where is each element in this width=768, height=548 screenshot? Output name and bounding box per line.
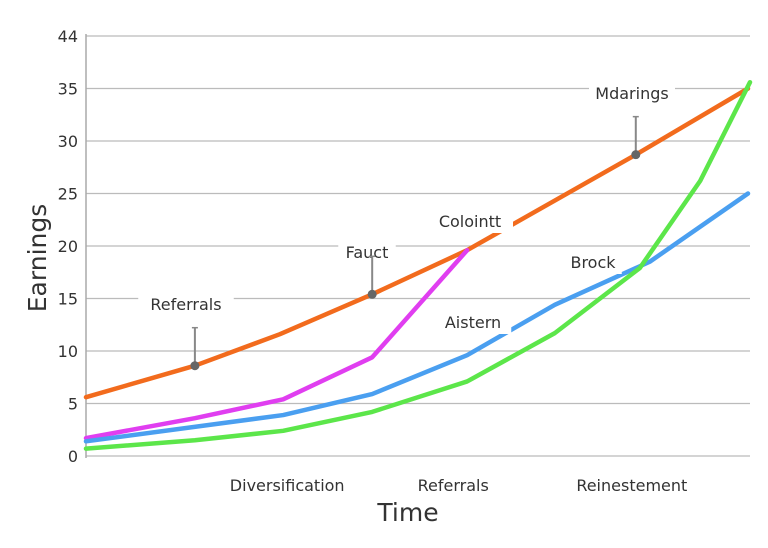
annotation-marker bbox=[190, 361, 200, 371]
annotation-label: Mdarings bbox=[595, 84, 668, 103]
y-tick-label: 15 bbox=[58, 290, 78, 309]
annotation-label: Brock bbox=[570, 253, 616, 272]
series-line-blue bbox=[83, 191, 751, 444]
series-group bbox=[83, 79, 753, 451]
annotation-bg bbox=[589, 83, 675, 105]
annotation-label: Colointt bbox=[439, 212, 501, 231]
annotation-marker bbox=[367, 289, 377, 299]
x-tick-label: Referrals bbox=[418, 476, 489, 495]
x-tick-label: Diversification bbox=[230, 476, 345, 495]
y-tick-label: 35 bbox=[58, 80, 78, 99]
y-tick-label: 10 bbox=[58, 342, 78, 361]
y-tick-label: 5 bbox=[68, 395, 78, 414]
x-ticks: Diversification Referrals Reinestement bbox=[230, 476, 687, 495]
y-tick-label: 20 bbox=[58, 237, 78, 256]
annotation-bg bbox=[338, 242, 396, 264]
series-line-magenta bbox=[83, 247, 470, 441]
y-ticks: 0 5 10 15 20 25 30 35 44 bbox=[58, 27, 78, 466]
x-tick-label: Reinestement bbox=[576, 476, 687, 495]
y-tick-label: 30 bbox=[58, 132, 78, 151]
annotation-bg bbox=[138, 294, 234, 316]
y-tick-label: 44 bbox=[58, 27, 78, 46]
x-axis-label: Time bbox=[376, 498, 438, 527]
annotation-label: Fauct bbox=[346, 243, 389, 262]
annotation-bg bbox=[427, 211, 513, 233]
annotation-bg bbox=[564, 252, 622, 274]
annotation-label: Referrals bbox=[150, 295, 221, 314]
annotation-marker bbox=[631, 150, 641, 160]
annotations: Referrals Fauct Colointt Mdarings Brock Aiste… bbox=[138, 83, 675, 371]
series-line-green bbox=[83, 79, 753, 451]
annotation-bg bbox=[434, 312, 512, 334]
y-tick-label: 0 bbox=[68, 447, 78, 466]
annotation-label: Aistern bbox=[445, 313, 501, 332]
y-tick-label: 25 bbox=[58, 185, 78, 204]
y-axis-label: Earnings bbox=[23, 204, 52, 312]
